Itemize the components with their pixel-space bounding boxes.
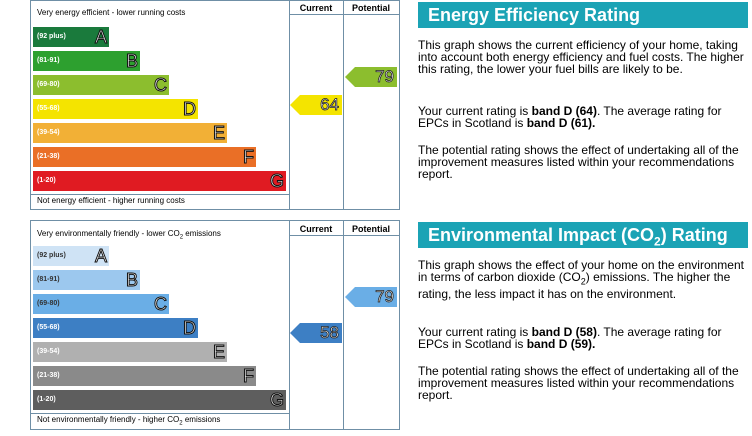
divider: [289, 220, 290, 430]
energy-current-value: 64: [320, 95, 340, 115]
band-letter: F: [243, 366, 255, 387]
band-range: (69-80): [37, 81, 60, 88]
divider: [343, 0, 344, 210]
energy-top-label: Very energy efficient - lower running co…: [37, 8, 186, 17]
band-letter: D: [183, 99, 197, 120]
band-letter: B: [125, 270, 138, 291]
environment-col-current: Current: [299, 224, 333, 234]
rating-band-e: (39-54) E: [33, 342, 227, 363]
rating-band-g: (1-20) G: [33, 390, 286, 411]
band-range: (81-91): [37, 57, 60, 64]
divider: [30, 194, 289, 195]
environment-col-potential: Potential: [351, 224, 390, 234]
band-range: (69-80): [37, 300, 60, 307]
environment-potential-value: 79: [375, 287, 395, 307]
energy-potential-value: 79: [375, 67, 395, 87]
divider: [289, 14, 399, 15]
rating-band-f: (21-38) F: [33, 366, 256, 387]
eer-paragraph-2: Your current rating is band D (64). The …: [418, 104, 722, 131]
divider: [343, 220, 344, 430]
band-range: (92 plus): [37, 252, 66, 259]
eir-paragraph-3: The potential rating shows the effect of…: [418, 364, 739, 403]
band-range: (39-54): [37, 129, 60, 136]
rating-band-c: (69-80) C: [33, 75, 169, 96]
band-letter: F: [243, 147, 255, 168]
environment-bottom-label: Not environmentally friendly - higher CO…: [37, 415, 221, 427]
eir-paragraph-1: This graph shows the effect of your home…: [418, 258, 744, 301]
energy-col-current: Current: [299, 3, 333, 13]
divider: [289, 235, 399, 236]
band-range: (55-68): [37, 324, 60, 331]
energy-bottom-label: Not energy efficient - higher running co…: [37, 196, 185, 205]
band-letter: C: [154, 75, 168, 96]
eir-title: Environmental Impact (CO2) Rating: [418, 222, 748, 249]
rating-band-b: (81-91) B: [33, 270, 140, 291]
band-range: (92 plus): [37, 33, 66, 40]
band-range: (21-38): [37, 153, 60, 160]
divider: [30, 413, 289, 414]
band-letter: C: [154, 294, 168, 315]
band-letter: B: [125, 51, 138, 72]
band-letter: E: [212, 123, 225, 144]
band-letter: G: [269, 171, 284, 192]
energy-potential-rating: 79: [345, 67, 397, 87]
rating-band-e: (39-54) E: [33, 123, 227, 144]
rating-band-f: (21-38) F: [33, 147, 256, 168]
band-letter: A: [94, 27, 107, 48]
rating-band-a: (92 plus) A: [33, 27, 109, 48]
rating-band-g: (1-20) G: [33, 171, 286, 192]
rating-band-a: (92 plus) A: [33, 246, 109, 267]
energy-chart-frame: [30, 0, 400, 210]
eir-paragraph-2: Your current rating is band D (58). The …: [418, 325, 722, 352]
rating-band-d: (55-68) D: [33, 99, 198, 120]
band-range: (1-20): [37, 177, 56, 184]
band-range: (81-91): [37, 276, 60, 283]
band-letter: E: [212, 342, 225, 363]
environment-current-rating: 58: [290, 323, 342, 343]
energy-current-rating: 64: [290, 95, 342, 115]
band-letter: G: [269, 390, 284, 411]
band-range: (55-68): [37, 105, 60, 112]
environment-top-label: Very environmentally friendly - lower CO…: [37, 229, 221, 241]
eer-paragraph-1: This graph shows the current efficiency …: [418, 38, 744, 77]
band-range: (21-38): [37, 372, 60, 379]
energy-col-potential: Potential: [351, 3, 390, 13]
eer-paragraph-3: The potential rating shows the effect of…: [418, 143, 739, 182]
band-range: (1-20): [37, 396, 56, 403]
environment-current-value: 58: [320, 323, 340, 343]
rating-band-d: (55-68) D: [33, 318, 198, 339]
band-letter: A: [94, 246, 107, 267]
rating-band-c: (69-80) C: [33, 294, 169, 315]
divider: [289, 0, 290, 210]
environment-potential-rating: 79: [345, 287, 397, 307]
band-letter: D: [183, 318, 197, 339]
eer-title: Energy Efficiency Rating: [418, 2, 748, 28]
band-range: (39-54): [37, 348, 60, 355]
environment-chart-frame: [30, 220, 400, 430]
rating-band-b: (81-91) B: [33, 51, 140, 72]
